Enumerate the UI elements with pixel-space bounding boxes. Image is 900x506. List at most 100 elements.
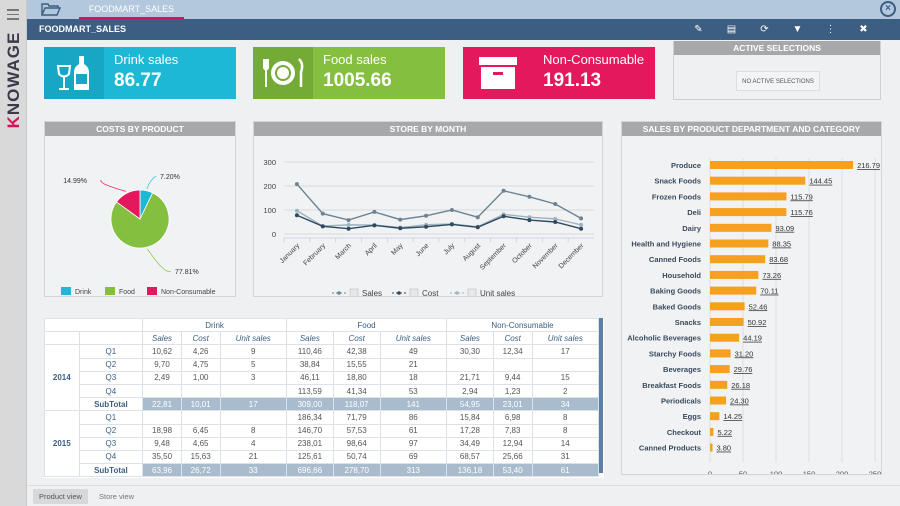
data-point	[398, 226, 403, 231]
bar	[710, 427, 714, 436]
subtotal-cell: 118,07	[332, 397, 381, 412]
subtotal-cell: 61	[531, 463, 599, 478]
value-cell: 42,38	[332, 344, 381, 359]
refresh-icon[interactable]: ⟳	[760, 24, 769, 35]
more-icon[interactable]: ⋮	[825, 24, 836, 35]
category-label: Beverages	[663, 365, 701, 374]
measure-header: Sales	[285, 331, 334, 346]
sheet-tab-store-view[interactable]: Store view	[99, 492, 135, 501]
subtotal-cell: 63,96	[142, 463, 182, 478]
line-chart-title: STORE BY MONTH	[254, 122, 602, 136]
value-cell: 97	[379, 436, 448, 451]
data-point	[398, 217, 403, 222]
bar	[710, 161, 854, 169]
subtotal-label: SubTotal	[78, 397, 144, 412]
save-icon[interactable]: ▤	[726, 24, 737, 35]
value-cell: 38,84	[285, 357, 334, 372]
value-cell: 21	[219, 449, 287, 465]
archive-box-icon	[463, 47, 533, 99]
category-label: Frozen Foods	[652, 192, 701, 201]
hamburger-menu-icon[interactable]	[7, 9, 19, 23]
table-row: Q4 113,59 41,34 53 2,94 1,23 2	[45, 383, 599, 399]
kpi-label: Food sales	[323, 52, 387, 67]
filter-icon[interactable]: ▼	[792, 24, 803, 35]
value-cell	[219, 410, 287, 425]
value-cell: 12,34	[492, 344, 533, 359]
quarter-cell: Q4	[78, 383, 144, 399]
value-cell: 46,11	[285, 370, 334, 385]
y-tick-label: 100	[263, 206, 276, 215]
value-cell: 53	[379, 383, 448, 399]
kpi-value: 191.13	[543, 70, 602, 91]
category-label: Produce	[671, 161, 701, 170]
value-cell: 34,49	[446, 436, 494, 451]
kpi-value: 86.77	[114, 70, 162, 91]
measure-header: Cost	[180, 331, 221, 346]
category-label: Health and Hygiene	[631, 240, 701, 249]
quarter-cell: Q1	[78, 344, 144, 359]
legend-marker	[337, 291, 341, 295]
bar	[710, 208, 787, 217]
value-cell: 17,28	[446, 423, 494, 438]
category-label: Snack Foods	[654, 177, 701, 186]
x-tick-label: November	[532, 242, 560, 270]
table-row: 2015 Q1 186,34 71,79 86 15,84 6,98 8	[44, 410, 599, 478]
sheet-tab-product-view[interactable]: Product view	[33, 489, 88, 504]
data-point	[320, 224, 325, 229]
wine-bottle-icon	[44, 47, 104, 99]
pie-chart-title: COSTS BY PRODUCT	[45, 122, 235, 136]
quarter-cell: Q1	[78, 410, 144, 425]
value-cell: 3	[219, 370, 287, 385]
folder-icon[interactable]	[41, 2, 61, 16]
data-point	[346, 218, 351, 223]
subtotal-cell: 33	[219, 463, 287, 478]
value-cell: 31	[531, 449, 599, 465]
measure-header: Cost	[492, 331, 533, 346]
store-by-month-panel: STORE BY MONTH 0 100 200 300 January February…	[253, 121, 603, 298]
value-cell: 69	[379, 449, 448, 465]
subtotal-cell: 54,95	[446, 397, 494, 412]
tab-foodmart-sales[interactable]: FOODMART_SALES	[79, 0, 184, 19]
close-icon[interactable]: ✖	[859, 24, 868, 35]
edit-icon[interactable]: ✎	[694, 24, 703, 35]
table-scrollbar[interactable]	[599, 318, 603, 473]
data-point	[372, 223, 377, 228]
pie-slice-food	[110, 192, 170, 249]
value-cell: 18	[379, 370, 448, 385]
data-point	[294, 208, 299, 213]
legend-checkbox	[349, 288, 359, 298]
value-cell: 6,45	[180, 423, 221, 438]
subtotal-cell: 23,01	[492, 397, 533, 412]
bar-value-label: 93.09	[775, 224, 794, 233]
value-cell: 9	[219, 344, 287, 359]
x-tick-label: 50	[739, 469, 747, 474]
kpi-value: 1005.66	[323, 70, 392, 91]
legend-swatch	[147, 287, 157, 295]
value-cell: 50,74	[332, 449, 381, 465]
value-cell: 9,70	[142, 357, 182, 372]
bar	[710, 286, 757, 295]
value-cell: 98,64	[332, 436, 381, 451]
series-line-unit-sales	[296, 210, 582, 229]
value-cell: 15,63	[180, 449, 221, 465]
subtotal-cell: 309,00	[285, 397, 334, 412]
header-blank	[78, 331, 144, 346]
bar-value-label: 70.11	[760, 287, 778, 296]
x-tick-label: March	[334, 242, 353, 261]
value-cell: 57,53	[332, 423, 381, 438]
measure-header: Unit sales	[379, 331, 448, 346]
x-tick-label: 0	[708, 469, 712, 474]
close-all-icon[interactable]: ×	[880, 1, 896, 17]
value-cell: 2,94	[446, 383, 494, 399]
bar-chart-title: SALES BY PRODUCT DEPARTMENT AND CATEGORY	[622, 122, 881, 136]
pie-data-label: 7.20%	[160, 174, 180, 181]
bar-value-label: 115.79	[790, 192, 812, 201]
data-point	[294, 182, 299, 187]
active-selections-title: ACTIVE SELECTIONS	[674, 41, 880, 55]
value-cell: 35,50	[142, 449, 182, 465]
active-selections-panel: ACTIVE SELECTIONS NO ACTIVE SELECTIONS	[673, 41, 881, 100]
value-cell: 4,65	[180, 436, 221, 451]
bar	[710, 396, 727, 405]
bar-value-label: 5.22	[717, 428, 732, 437]
knowage-logo: KNOWAGE	[4, 31, 23, 129]
